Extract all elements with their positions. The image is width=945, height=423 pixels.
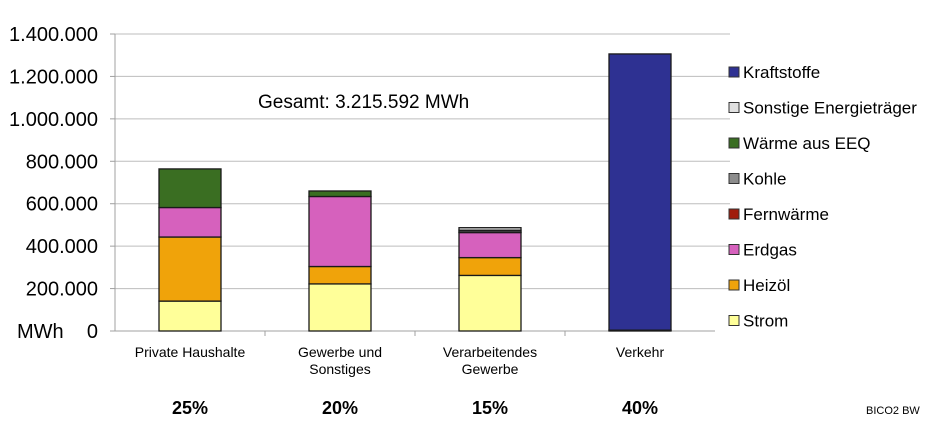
category-label: Gewerbe und	[298, 344, 382, 360]
share-label: 15%	[472, 398, 508, 418]
y-tick-label: 200.000	[26, 279, 98, 301]
category-label: Verarbeitendes	[443, 344, 537, 360]
legend-swatch	[728, 315, 740, 326]
bar-segment-heizöl	[308, 265, 372, 285]
bar-segment-sonstige-energieträger	[458, 227, 522, 231]
legend-swatch	[728, 208, 740, 220]
legend-label: Sonstige Energieträger	[743, 99, 917, 118]
y-tick-label: 400.000	[26, 236, 98, 258]
legend-label: Heizöl	[743, 276, 790, 295]
bar-segment-erdgas	[308, 195, 372, 268]
legend-label: Kraftstoffe	[743, 63, 820, 82]
y-tick-label: 1.200.000	[9, 66, 98, 88]
category-label: Sonstiges	[309, 361, 370, 377]
y-axis-label: MWh	[17, 321, 64, 343]
y-tick-label: 1.000.000	[9, 109, 98, 131]
bar-segment-strom	[458, 274, 522, 332]
total-annotation: Gesamt: 3.215.592 MWh	[258, 92, 469, 113]
bar-segment-erdgas	[458, 231, 522, 259]
legend-swatch	[728, 279, 740, 291]
legend-swatch	[728, 66, 740, 78]
legend-label: Fernwärme	[743, 205, 829, 224]
legend-label: Erdgas	[743, 241, 797, 260]
y-tick-label: 0	[87, 321, 98, 343]
bar-segment-strom	[308, 283, 372, 332]
source-label: BICO2 BW	[866, 405, 920, 417]
bar-segment-heizöl	[158, 236, 222, 302]
category-label: Verkehr	[616, 344, 665, 360]
y-tick-label: 800.000	[26, 151, 98, 173]
share-label: 20%	[322, 398, 358, 418]
category-label: Private Haushalte	[135, 344, 246, 360]
legend-swatch	[728, 173, 740, 184]
bar-segment-wärme-aus-eeq	[158, 168, 222, 209]
legend-label: Wärme aus EEQ	[743, 134, 871, 153]
y-tick-label: 600.000	[26, 194, 98, 216]
share-label: 40%	[622, 398, 658, 418]
legend-swatch	[728, 102, 740, 113]
category-label: Gewerbe	[462, 361, 519, 377]
legend-label: Strom	[743, 312, 788, 331]
bar-segment-erdgas	[158, 206, 222, 238]
bar-segment-wärme-aus-eeq	[308, 190, 372, 198]
legend-swatch	[728, 244, 740, 255]
y-tick-label: 1.400.000	[9, 24, 98, 46]
bar-segment-heizöl	[458, 256, 522, 277]
legend-label: Kohle	[743, 170, 786, 189]
bar-segment-kraftstoffe	[608, 53, 672, 331]
bar-segment-strom	[158, 300, 222, 332]
share-label: 25%	[172, 398, 208, 418]
legend-swatch	[728, 137, 740, 149]
